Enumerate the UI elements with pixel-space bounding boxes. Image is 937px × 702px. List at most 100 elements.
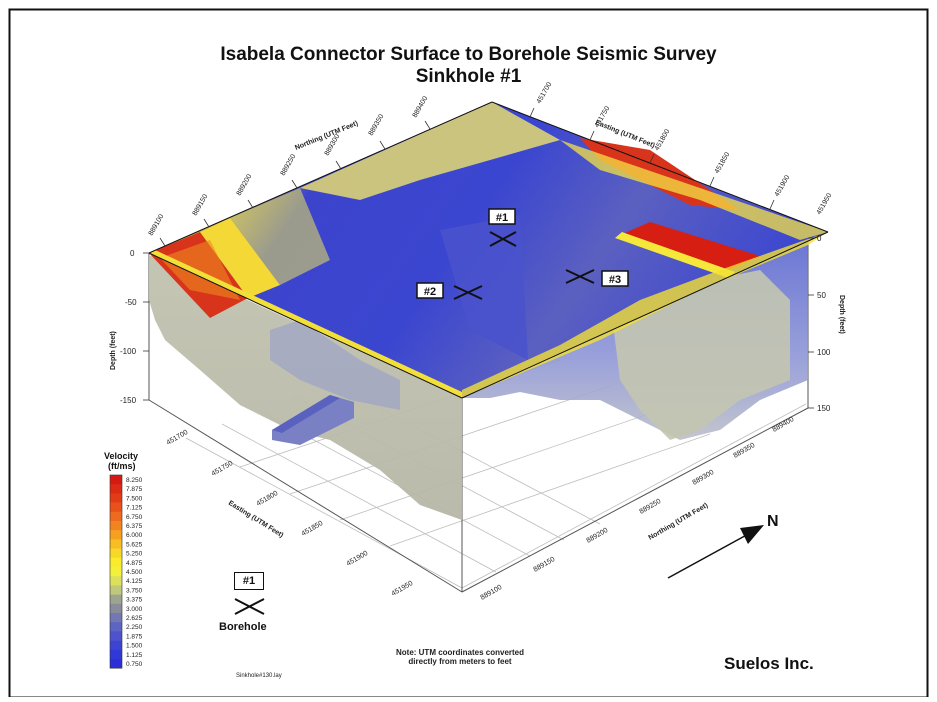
legend-title-line1: Velocity <box>104 451 139 461</box>
lower-block-top <box>272 395 340 433</box>
colorbar-swatch <box>110 603 122 614</box>
colorbar-tick-label: 8.250 <box>126 477 143 484</box>
top-band-yellow-left <box>200 218 280 298</box>
top-ticks <box>159 107 775 247</box>
colorbar-swatch <box>110 521 122 531</box>
easting-bottom-tick: 451750 <box>211 460 235 478</box>
note-line1: Note: UTM coordinates converted <box>395 648 524 657</box>
colorbar-swatch <box>110 475 122 485</box>
depth-left-tick: -50 <box>125 298 137 307</box>
colorbar-swatch <box>110 649 122 660</box>
file-name: Sinkhole#130.lay <box>236 673 282 679</box>
colorbar-swatch <box>110 502 122 513</box>
northing-top-tick: 889250 <box>280 153 298 177</box>
top-band-yellow-top <box>300 102 560 200</box>
depth-right-tick: 0 <box>817 234 822 243</box>
colorbar-tick-label: 6.375 <box>126 523 143 530</box>
borehole-legend-label: Borehole <box>219 621 267 633</box>
borehole-2-tag-box <box>416 282 444 299</box>
velocity-colorbar: 8.250 7.875 7.500 7.125 6.750 6.375 6.000 5.625… <box>109 474 143 669</box>
colorbar-swatch <box>110 585 122 595</box>
colorbar-tick-label: 4.125 <box>126 578 143 585</box>
top-blue-notch <box>440 215 528 360</box>
northing-bottom-title: Northing (UTM Feet) <box>648 502 710 542</box>
colorbar-tick-label: 5.625 <box>126 541 143 548</box>
northing-bottom-tick: 889100 <box>480 584 504 602</box>
depth-left-tick: -100 <box>120 347 137 356</box>
left-wall <box>149 255 462 520</box>
borehole-legend-tag: #1 <box>234 572 264 590</box>
top-frame <box>148 101 829 399</box>
depth-right-tick: 100 <box>817 348 831 357</box>
northing-top-tick: 889150 <box>192 193 210 217</box>
colorbar-swatch <box>110 557 122 568</box>
colorbar-tick-label: 2.250 <box>126 624 143 631</box>
colorbar-tick-label: 3.375 <box>126 597 143 604</box>
colorbar-tick-label: 1.125 <box>126 652 143 659</box>
colorbar-swatch <box>110 539 122 549</box>
borehole-2 <box>453 285 483 300</box>
easting-top-tick: 451900 <box>774 174 792 198</box>
note-line2: directly from meters to feet <box>408 657 512 666</box>
top-band-yellow-mid <box>230 188 330 285</box>
colorbar-tick-label: 4.500 <box>126 569 143 576</box>
northing-bottom-tick: 889400 <box>772 416 796 434</box>
left-wall-shadow <box>270 320 400 410</box>
depth-right-title: Depth (feet) <box>838 295 845 334</box>
colorbar-swatch <box>110 511 122 522</box>
colorbar-swatch <box>110 530 122 540</box>
colorbar-tick-label: 5.250 <box>126 551 143 558</box>
northing-bottom-tick: 889350 <box>733 442 757 460</box>
depth-ticks <box>143 237 814 409</box>
depth-right-tick: 50 <box>817 291 826 300</box>
easting-bottom-tick: 451850 <box>301 520 325 538</box>
legend-title-line2: (ft/ms) <box>108 461 136 471</box>
easting-top-tick: 451800 <box>654 128 672 152</box>
top-red-block-border <box>615 232 735 278</box>
northing-top-tick: 889350 <box>368 113 386 137</box>
easting-bottom-title: Easting (UTM Feet) <box>227 500 284 540</box>
chart-subtitle: Sinkhole #1 <box>415 66 522 87</box>
northing-bottom-tick: 889200 <box>586 527 610 545</box>
colorbar-tick-label: 1.500 <box>126 643 143 650</box>
colorbar-tick-label: 4.875 <box>126 560 143 567</box>
northing-bottom-tick: 889250 <box>639 498 663 516</box>
northing-top-tick: 889100 <box>148 213 166 237</box>
colorbar-swatch <box>110 622 122 632</box>
borehole-3-tag: #3 <box>609 274 621 286</box>
colorbar-swatch <box>110 631 122 641</box>
colorbar-swatch <box>110 548 122 559</box>
colorbar-tick-label: 0.750 <box>126 661 143 668</box>
colorbar-tick-label: 7.125 <box>126 505 143 512</box>
depth-right-tick: 150 <box>817 404 831 413</box>
depth-left-tick: 0 <box>130 249 135 258</box>
north-arrow-icon <box>667 525 764 579</box>
top-red-block <box>620 222 760 270</box>
borehole-1-tag: #1 <box>496 212 508 224</box>
borehole-1-tag-box <box>488 208 516 225</box>
colorbar-tick-label: 6.750 <box>126 514 143 521</box>
company-name: Suelos Inc. <box>724 654 814 673</box>
colorbar-swatch <box>110 640 122 651</box>
borehole-3-tag-box <box>601 270 629 287</box>
colorbar-swatch <box>110 576 122 586</box>
depth-left-title: Depth (feet) <box>110 331 117 370</box>
colorbar-swatch <box>110 493 122 503</box>
colorbar-tick-label: 1.875 <box>126 633 143 640</box>
northing-bottom-tick: 889150 <box>533 556 557 574</box>
colorbar-swatch <box>110 567 122 577</box>
northing-bottom-tick: 889300 <box>692 469 716 487</box>
colorbar-swatch <box>110 484 122 494</box>
colorbar-border <box>109 474 123 669</box>
top-edge-front <box>149 250 462 398</box>
easting-top-tick: 451850 <box>714 151 732 175</box>
easting-bottom-tick: 451700 <box>166 429 190 447</box>
colorbar-swatch <box>110 594 122 605</box>
colorbar-tick-label: 7.500 <box>126 495 143 502</box>
chart-title: Isabela Connector Surface to Borehole Se… <box>220 44 717 65</box>
north-arrow-label: N <box>767 513 779 530</box>
northing-top-tick: 889200 <box>236 173 254 197</box>
easting-bottom-tick: 451900 <box>346 550 370 568</box>
top-band-yellow-right <box>560 140 828 240</box>
